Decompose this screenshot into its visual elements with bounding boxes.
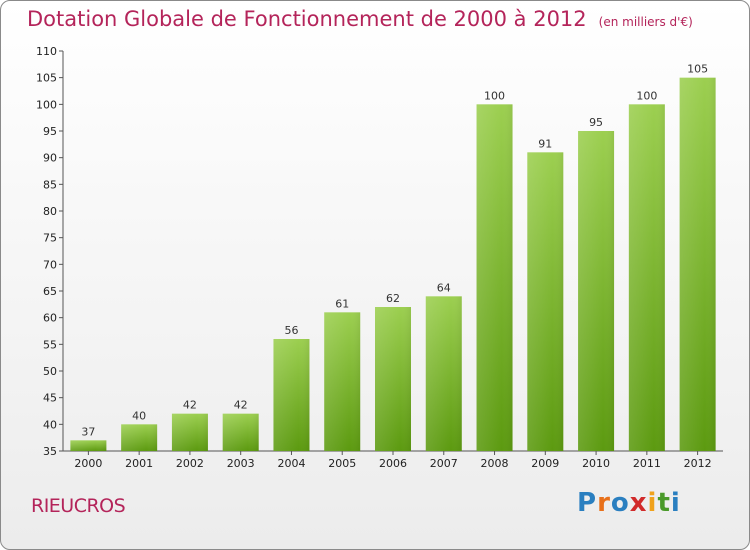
y-tick-label: 35 (43, 445, 57, 458)
bar-shade (527, 152, 564, 452)
bar-shade (476, 104, 513, 451)
data-label: 37 (81, 425, 95, 438)
x-tick-label: 2012 (684, 457, 712, 470)
x-tick-label: 2001 (125, 457, 153, 470)
bar-shade (324, 312, 361, 451)
proxiti-logo: Proxiti (577, 488, 681, 518)
y-tick-label: 90 (43, 152, 57, 165)
data-label: 62 (386, 292, 400, 305)
logo-letter: x (629, 488, 648, 518)
bar-shade (375, 307, 411, 451)
y-tick-label: 95 (43, 125, 57, 138)
x-tick-label: 2007 (430, 457, 458, 470)
x-tick-label: 2005 (328, 457, 356, 470)
y-tick-label: 105 (36, 72, 57, 85)
logo-letter: i (647, 488, 658, 518)
data-label: 56 (284, 324, 298, 337)
y-tick-label: 85 (43, 178, 57, 191)
y-tick-label: 40 (43, 418, 57, 431)
axes: 35 40 45 50 55 60 65 70 75 80 85 90 95 100 105 110 2000 2… (36, 45, 723, 470)
bar-shade (273, 339, 310, 451)
bar-shade (578, 131, 615, 451)
y-tick-label: 55 (43, 338, 57, 351)
y-tick-label: 50 (43, 365, 57, 378)
y-tick-label: 100 (36, 98, 57, 111)
bar-shade (171, 413, 208, 451)
bar-shade (628, 104, 665, 451)
data-label: 100 (484, 89, 505, 102)
bar-shade (222, 413, 259, 451)
y-tick-label: 75 (43, 232, 57, 245)
y-tick-label: 80 (43, 205, 57, 218)
labels: 37 40 42 42 56 61 62 64 100 91 95 100 105 (81, 63, 708, 439)
bars (70, 77, 716, 452)
logo-letter: r (597, 488, 611, 518)
x-tick-label: 2011 (633, 457, 661, 470)
data-label: 95 (589, 116, 603, 129)
bar-shade (70, 440, 107, 451)
y-tick-label: 60 (43, 312, 57, 325)
x-tick-label: 2010 (582, 457, 610, 470)
data-label: 42 (183, 399, 197, 412)
bar-shade (121, 424, 158, 451)
logo-letter: i (670, 488, 681, 518)
commune-name: RIEUCROS (31, 495, 126, 517)
data-label: 40 (132, 409, 146, 422)
bar-shade (425, 296, 462, 451)
y-tick-label: 45 (43, 392, 57, 405)
chart-title-text: Dotation Globale de Fonctionnement de 20… (27, 7, 587, 31)
logo-letter: o (610, 488, 630, 518)
logo-letter: P (577, 488, 598, 518)
x-tick-label: 2003 (227, 457, 255, 470)
chart-subtitle: (en milliers d'€) (598, 15, 693, 29)
x-tick-label: 2006 (379, 457, 407, 470)
x-tick-label: 2004 (277, 457, 305, 470)
data-label: 100 (636, 89, 657, 102)
y-tick-label: 70 (43, 258, 57, 271)
x-tick-label: 2002 (176, 457, 204, 470)
y-tick-label: 65 (43, 285, 57, 298)
data-label: 105 (687, 63, 708, 76)
data-label: 42 (234, 399, 248, 412)
x-tick-label: 2000 (74, 457, 102, 470)
data-label: 61 (335, 297, 349, 310)
x-tick-label: 2009 (531, 457, 559, 470)
y-tick-label: 110 (36, 45, 57, 58)
chart-title: Dotation Globale de Fonctionnement de 20… (27, 7, 693, 31)
logo-letter: t (657, 488, 671, 518)
x-tick-label: 2008 (481, 457, 509, 470)
bar-shade (679, 77, 716, 452)
data-label: 64 (437, 281, 451, 294)
data-label: 91 (538, 137, 552, 150)
